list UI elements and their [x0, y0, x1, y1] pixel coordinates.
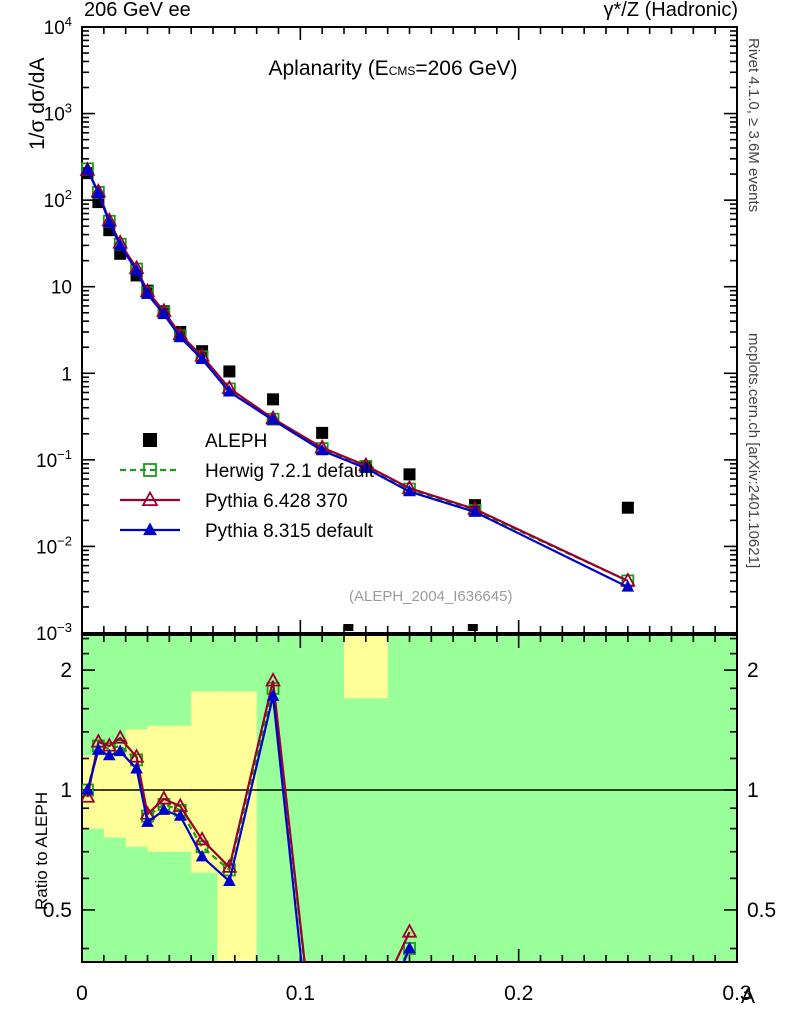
- header-right-process: γ*/Z (Hadronic): [603, 0, 738, 21]
- series-line: [86, 168, 629, 582]
- ratio-y-tick-label: 2: [60, 659, 72, 682]
- data-marker-filled-triangle: [81, 162, 94, 175]
- data-marker-open-triangle: [128, 748, 145, 763]
- overflow-marker: [467, 624, 478, 631]
- overflow-markers: [343, 624, 478, 631]
- data-marker-filled-triangle: [157, 307, 171, 319]
- x-tick-label: 0.2: [504, 982, 533, 1005]
- data-marker-open-triangle: [82, 788, 96, 803]
- data-marker-open-triangle: [194, 831, 210, 846]
- y-tick-label: 10−2: [36, 533, 72, 558]
- data-marker-square: [267, 393, 280, 406]
- data-marker-filled-triangle: [141, 287, 154, 299]
- analysis-id-watermark: (ALEPH_2004_I636645): [349, 588, 513, 605]
- data-marker-filled-triangle: [223, 874, 236, 886]
- data-marker-open-triangle: [141, 490, 159, 507]
- data-marker-filled-triangle: [359, 461, 373, 473]
- ratio-y-tick-label: 1: [60, 779, 72, 802]
- title-subscript: CMS: [388, 64, 416, 78]
- series-line: [86, 169, 629, 588]
- ratio-series-line: [86, 680, 411, 962]
- outer-band-segment: [217, 691, 257, 962]
- data-marker-open-triangle: [401, 923, 418, 938]
- inner-band-segment: [256, 635, 344, 962]
- data-marker-filled-triangle: [223, 384, 236, 397]
- data-marker-filled-triangle: [92, 186, 105, 198]
- overflow-marker: [343, 624, 354, 631]
- data-marker-filled-triangle: [195, 849, 209, 862]
- ratio-y-tick-label: 0.5: [43, 899, 72, 922]
- data-marker-open-square: [143, 463, 157, 477]
- data-marker-square: [143, 433, 157, 447]
- series-line: [86, 169, 629, 582]
- data-marker-filled-triangle: [102, 215, 116, 228]
- data-marker-square: [316, 426, 329, 439]
- ratio-panel-series: [82, 672, 418, 962]
- data-marker-filled-triangle: [113, 238, 127, 251]
- outer-band-segment: [103, 744, 126, 838]
- data-marker-filled-triangle: [468, 505, 482, 517]
- inner-band-segment: [387, 635, 737, 962]
- x-tick-label: 0.3: [722, 982, 751, 1005]
- data-marker-filled-triangle: [141, 815, 154, 827]
- data-marker-filled-triangle: [195, 352, 209, 364]
- data-marker-filled-triangle: [315, 443, 329, 456]
- data-marker-filled-triangle: [621, 580, 635, 592]
- data-marker-filled-triangle: [403, 484, 416, 497]
- x-tick-label: 0: [76, 982, 88, 1005]
- header-left-energy: 206 GeV ee: [84, 0, 191, 21]
- y-tick-label: 10−1: [36, 447, 72, 472]
- y-tick-label: 103: [44, 101, 72, 126]
- ratio-series-clip: [82, 672, 418, 962]
- ratio-y-tick-label-right: 2: [747, 659, 759, 682]
- data-marker-open-triangle: [265, 672, 281, 687]
- outer-band-segment: [344, 635, 388, 699]
- data-marker-filled-triangle: [113, 744, 127, 757]
- title-post: =206 GeV): [415, 57, 518, 80]
- legend-label-2: Pythia 6.428 370: [205, 491, 348, 512]
- legend-label-3: Pythia 8.315 default: [205, 521, 374, 542]
- y-tick-label: 10: [51, 278, 72, 299]
- data-marker-filled-triangle: [92, 743, 105, 755]
- y-tick-label: 104: [44, 14, 72, 39]
- main-panel-series: [79, 161, 636, 592]
- data-marker-square: [403, 468, 416, 481]
- axis-ticks: [81, 26, 738, 962]
- data-marker-filled-triangle: [102, 748, 116, 761]
- y-tick-label: 102: [44, 187, 72, 212]
- data-marker-filled-triangle: [403, 941, 416, 954]
- data-marker-open-triangle: [112, 729, 129, 744]
- data-marker-filled-triangle: [82, 783, 94, 795]
- data-marker-filled-triangle: [173, 809, 187, 821]
- plot-title: Aplanarity (ECMS=206 GeV): [268, 57, 517, 81]
- data-marker-filled-triangle: [130, 761, 143, 774]
- data-marker-square: [621, 501, 634, 514]
- legend-label-0: ALEPH: [205, 431, 267, 452]
- data-marker-filled-triangle: [266, 413, 280, 425]
- data-marker-filled-triangle: [157, 803, 171, 815]
- x-axis-label: A: [741, 985, 756, 1008]
- ratio-uncertainty-bands: [82, 635, 737, 962]
- title-pre: Aplanarity (E: [268, 57, 389, 80]
- ratio-y-tick-label-right: 0.5: [747, 899, 776, 922]
- data-marker-filled-triangle: [173, 330, 187, 343]
- data-marker-filled-triangle: [130, 263, 143, 276]
- data-marker-filled-triangle: [266, 689, 280, 701]
- data-marker-square: [223, 365, 236, 378]
- x-tick-label: 0.1: [286, 982, 315, 1005]
- legend-label-1: Herwig 7.2.1 default: [205, 461, 375, 482]
- ratio-y-tick-label-right: 1: [747, 779, 759, 802]
- legend: ALEPH Herwig 7.2.1 default Pythia 6.428 37…: [120, 431, 375, 542]
- outer-band-segment: [147, 725, 192, 852]
- y-tick-label: 1: [61, 364, 72, 385]
- data-marker-filled-triangle: [143, 522, 157, 536]
- y-tick-label: 10−3: [36, 620, 72, 645]
